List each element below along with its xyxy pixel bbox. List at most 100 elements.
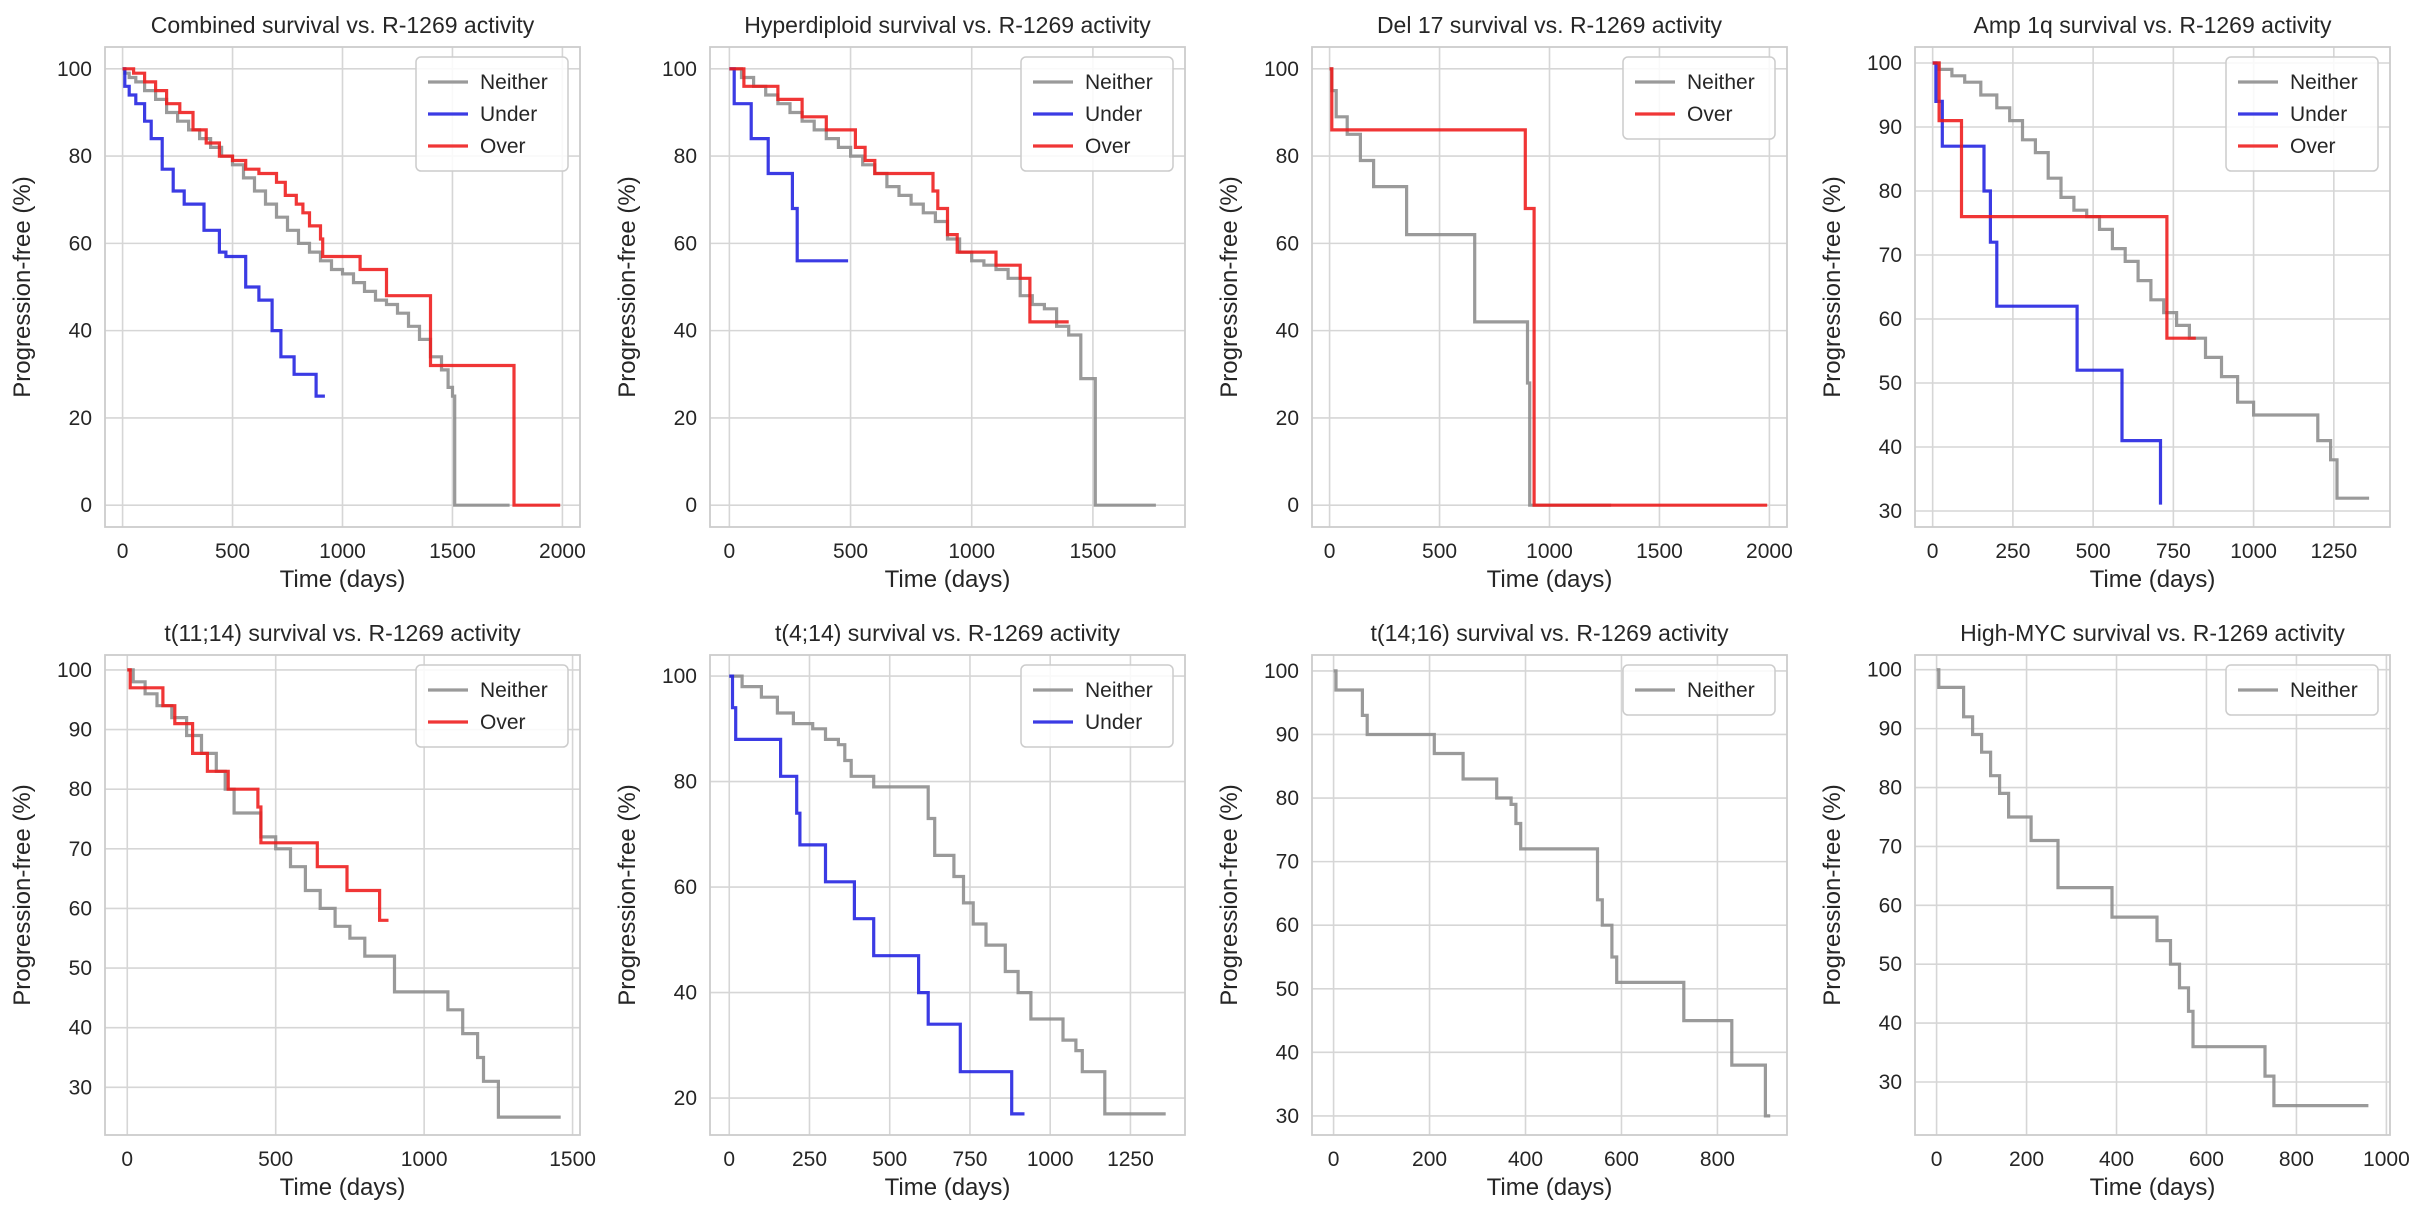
y-tick-label: 0 — [80, 494, 92, 517]
y-tick-label: 40 — [674, 982, 697, 1005]
axes-frame — [709, 46, 1186, 528]
chart-panel: 0 250 500 750 1000 1250 20 40 60 80 100 t(4;14) sur… — [614, 620, 1186, 1201]
chart-title: Del 17 survival vs. R-1269 activity — [1377, 12, 1723, 38]
legend-label: Neither — [2290, 679, 2358, 702]
x-tick-label: 1000 — [1526, 540, 1573, 563]
legend-label: Under — [480, 103, 537, 126]
x-tick-label: 500 — [1422, 540, 1457, 563]
y-tick-label: 20 — [1276, 407, 1299, 430]
y-axis-label: Progression-free (%) — [9, 784, 36, 1005]
x-tick-label: 0 — [1328, 1148, 1340, 1171]
series-line-neither — [729, 674, 1166, 1116]
x-tick-label: 600 — [1604, 1148, 1639, 1171]
y-tick-label: 0 — [1287, 494, 1299, 517]
x-tick-label: 400 — [2099, 1148, 2134, 1171]
legend-label: Under — [1085, 711, 1142, 734]
y-axis-label: Progression-free (%) — [614, 784, 641, 1005]
series-line-neither — [1932, 61, 2370, 500]
series-line-neither — [122, 67, 510, 507]
y-tick-label: 0 — [685, 494, 697, 517]
chart-panel: 0 500 1000 1500 0 20 40 60 80 100 Hyperdiploid sur… — [614, 12, 1186, 593]
y-tick-label: 90 — [1276, 723, 1299, 746]
x-tick-label: 600 — [2189, 1148, 2224, 1171]
y-tick-label: 70 — [69, 838, 92, 861]
x-axis-label: Time (days) — [1487, 566, 1613, 593]
series-line-over — [729, 67, 1069, 324]
y-tick-label: 40 — [1276, 320, 1299, 343]
x-tick-label: 200 — [1412, 1148, 1447, 1171]
legend: Neither Over — [1622, 56, 1776, 140]
y-tick-label: 70 — [1879, 244, 1902, 267]
series-line-under — [729, 674, 1025, 1116]
y-tick-label: 60 — [1879, 308, 1902, 331]
series-line-over — [1932, 61, 2196, 340]
y-tick-label: 50 — [1276, 978, 1299, 1001]
legend-label: Neither — [1687, 71, 1755, 94]
legend-box — [415, 664, 569, 748]
axes-frame — [1311, 46, 1788, 528]
y-axis-label: Progression-free (%) — [614, 176, 641, 397]
y-tick-label: 80 — [674, 145, 697, 168]
y-tick-label: 80 — [1276, 787, 1299, 810]
legend-label: Over — [1687, 103, 1733, 126]
chart-title: Amp 1q survival vs. R-1269 activity — [1974, 12, 2332, 38]
legend-label: Over — [2290, 135, 2336, 158]
x-tick-label: 0 — [117, 540, 129, 563]
chart-panel: 0 200 400 600 800 30 40 50 60 70 80 90 100 t(14;16) s… — [1216, 620, 1788, 1201]
y-tick-label: 60 — [674, 876, 697, 899]
chart-panel: 0 500 1000 1500 2000 0 20 40 60 80 100 Del 17 survi… — [1216, 12, 1793, 593]
y-tick-label: 100 — [1867, 659, 1902, 682]
legend-label: Under — [1085, 103, 1142, 126]
axes-frame — [1914, 46, 2391, 528]
x-tick-label: 1000 — [948, 540, 995, 563]
x-tick-label: 1500 — [429, 540, 476, 563]
chart-title: Hyperdiploid survival vs. R-1269 activit… — [744, 12, 1151, 38]
chart-title: t(4;14) survival vs. R-1269 activity — [775, 620, 1121, 646]
x-tick-label: 800 — [1700, 1148, 1735, 1171]
x-tick-label: 500 — [872, 1148, 907, 1171]
x-tick-label: 500 — [215, 540, 250, 563]
x-tick-label: 2000 — [539, 540, 586, 563]
y-tick-label: 40 — [674, 320, 697, 343]
x-tick-label: 250 — [792, 1148, 827, 1171]
y-tick-label: 60 — [69, 897, 92, 920]
x-tick-label: 500 — [833, 540, 868, 563]
y-tick-label: 100 — [57, 659, 92, 682]
legend-box — [1622, 664, 1776, 716]
x-tick-label: 750 — [2156, 540, 2191, 563]
series-line-neither — [1329, 67, 1612, 507]
y-tick-label: 80 — [69, 778, 92, 801]
series-line-neither — [1333, 669, 1771, 1118]
x-tick-label: 0 — [723, 1148, 735, 1171]
y-tick-label: 20 — [674, 407, 697, 430]
chart-panel: 0 250 500 750 1000 1250 30 40 50 60 70 80 90 100 Amp 1… — [1819, 12, 2391, 593]
series-line-over — [1329, 67, 1768, 507]
legend-label: Under — [2290, 103, 2347, 126]
legend-label: Neither — [2290, 71, 2358, 94]
y-tick-label: 20 — [674, 1087, 697, 1110]
legend-label: Neither — [1085, 71, 1153, 94]
x-tick-label: 1500 — [1636, 540, 1683, 563]
legend-label: Over — [480, 711, 526, 734]
legend-box — [2225, 56, 2379, 172]
y-tick-label: 90 — [1879, 116, 1902, 139]
x-tick-label: 250 — [1995, 540, 2030, 563]
y-axis-label: Progression-free (%) — [1216, 784, 1243, 1005]
x-axis-label: Time (days) — [2090, 1174, 2216, 1201]
x-axis-label: Time (days) — [1487, 1174, 1613, 1201]
legend-box — [415, 56, 569, 172]
series-line-over — [127, 668, 389, 922]
legend: Neither — [1622, 664, 1776, 716]
x-tick-label: 1500 — [1070, 540, 1117, 563]
x-tick-label: 1500 — [549, 1148, 596, 1171]
y-tick-label: 50 — [69, 957, 92, 980]
legend-label: Over — [480, 135, 526, 158]
x-tick-label: 1000 — [1027, 1148, 1074, 1171]
y-tick-label: 30 — [1879, 500, 1902, 523]
x-tick-label: 750 — [952, 1148, 987, 1171]
x-tick-label: 2000 — [1746, 540, 1793, 563]
y-tick-label: 100 — [662, 58, 697, 81]
y-tick-label: 60 — [1879, 894, 1902, 917]
series-line-neither — [1936, 668, 2369, 1108]
y-tick-label: 30 — [69, 1076, 92, 1099]
